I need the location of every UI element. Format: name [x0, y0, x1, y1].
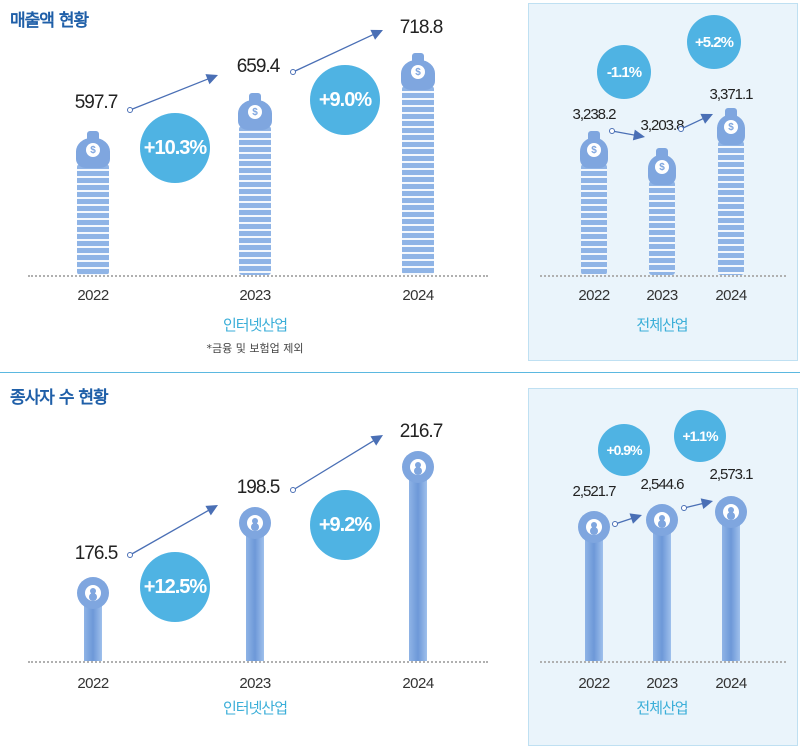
- year-label: 2023: [239, 675, 271, 692]
- person-icon: [410, 459, 426, 475]
- growth-rate-badge: -1.1%: [597, 45, 651, 99]
- year-label: 2022: [578, 287, 610, 304]
- year-label: 2022: [77, 287, 109, 304]
- year-label: 2022: [578, 675, 610, 692]
- growth-rate-badge: +5.2%: [687, 15, 741, 69]
- growth-rate-badge: +12.5%: [140, 552, 210, 622]
- dollar-icon: $: [587, 143, 601, 157]
- person-gear-icon: [715, 496, 747, 528]
- value-label: 2,544.6: [640, 476, 684, 493]
- pillar-bar: [722, 512, 740, 661]
- person-gear-icon: [239, 507, 271, 539]
- arrow-head-icon: [370, 435, 383, 446]
- arrow-start-dot: [290, 69, 296, 75]
- money-bag-icon: $: [401, 60, 435, 90]
- footnote: *금융 및 보험업 제외: [206, 342, 304, 355]
- coin-stack-bar: [239, 126, 271, 275]
- dollar-icon: $: [86, 143, 100, 157]
- year-label: 2024: [402, 675, 434, 692]
- dollar-icon: $: [655, 160, 669, 174]
- arrow-head-icon: [205, 74, 218, 85]
- growth-rate-badge: +9.0%: [310, 65, 380, 135]
- value-label: 198.5: [236, 477, 281, 498]
- coin-stack-bar: [649, 181, 675, 275]
- person-gear-icon: [578, 511, 610, 543]
- coin-stack-bar: [581, 164, 607, 275]
- baseline: [28, 661, 488, 663]
- pillar-bar: [246, 523, 264, 661]
- value-label: 718.8: [399, 17, 444, 38]
- value-label: 3,238.2: [572, 106, 616, 123]
- category-label: 전체산업: [636, 699, 688, 717]
- dollar-icon: $: [411, 65, 425, 79]
- year-label: 2023: [646, 675, 678, 692]
- growth-rate-badge: +1.1%: [674, 410, 726, 462]
- trend-arrow-line: [292, 439, 376, 491]
- baseline: [28, 275, 488, 277]
- person-gear-icon: [646, 504, 678, 536]
- money-bag-icon: $: [238, 100, 272, 130]
- employee-section-title: 종사자 수 현황: [10, 388, 109, 408]
- value-label: 3,203.8: [640, 117, 684, 134]
- growth-rate-badge: +0.9%: [598, 424, 650, 476]
- value-label: 3,371.1: [709, 86, 753, 103]
- pillar-bar: [653, 520, 671, 661]
- revenue-section-title: 매출액 현황: [10, 11, 89, 31]
- person-icon: [586, 519, 602, 535]
- money-bag-icon: $: [648, 155, 676, 185]
- section-divider: [0, 372, 800, 373]
- person-icon: [723, 504, 739, 520]
- year-label: 2024: [715, 675, 747, 692]
- arrow-head-icon: [370, 29, 383, 40]
- trend-arrow-line: [129, 508, 211, 556]
- person-icon: [85, 585, 101, 601]
- dollar-icon: $: [724, 120, 738, 134]
- arrow-head-icon: [205, 505, 218, 516]
- trend-arrow-line: [129, 77, 210, 111]
- year-label: 2023: [239, 287, 271, 304]
- arrow-start-dot: [290, 487, 296, 493]
- person-gear-icon: [402, 451, 434, 483]
- coin-stack-bar: [718, 141, 744, 275]
- year-label: 2024: [402, 287, 434, 304]
- money-bag-icon: $: [76, 138, 110, 168]
- value-label: 176.5: [74, 543, 119, 564]
- growth-rate-badge: +10.3%: [140, 113, 210, 183]
- value-label: 2,573.1: [709, 466, 753, 483]
- money-bag-icon: $: [580, 138, 608, 168]
- arrow-start-dot: [127, 107, 133, 113]
- value-label: 659.4: [236, 56, 281, 77]
- growth-rate-badge: +9.2%: [310, 490, 380, 560]
- money-bag-icon: $: [717, 115, 745, 145]
- coin-stack-bar: [77, 164, 109, 275]
- value-label: 216.7: [399, 421, 444, 442]
- person-icon: [247, 515, 263, 531]
- baseline: [540, 661, 786, 663]
- value-label: 2,521.7: [572, 483, 616, 500]
- person-gear-icon: [77, 577, 109, 609]
- pillar-bar: [585, 527, 603, 661]
- arrow-start-dot: [127, 552, 133, 558]
- year-label: 2024: [715, 287, 747, 304]
- dollar-icon: $: [248, 105, 262, 119]
- pillar-bar: [409, 467, 427, 661]
- year-label: 2022: [77, 675, 109, 692]
- category-label: 인터넷산업: [222, 316, 288, 334]
- value-label: 597.7: [74, 92, 119, 113]
- coin-stack-bar: [402, 86, 434, 275]
- category-label: 인터넷산업: [222, 699, 288, 717]
- baseline: [540, 275, 786, 277]
- category-label: 전체산업: [636, 316, 688, 334]
- pillar-bar: [84, 593, 102, 661]
- year-label: 2023: [646, 287, 678, 304]
- person-icon: [654, 512, 670, 528]
